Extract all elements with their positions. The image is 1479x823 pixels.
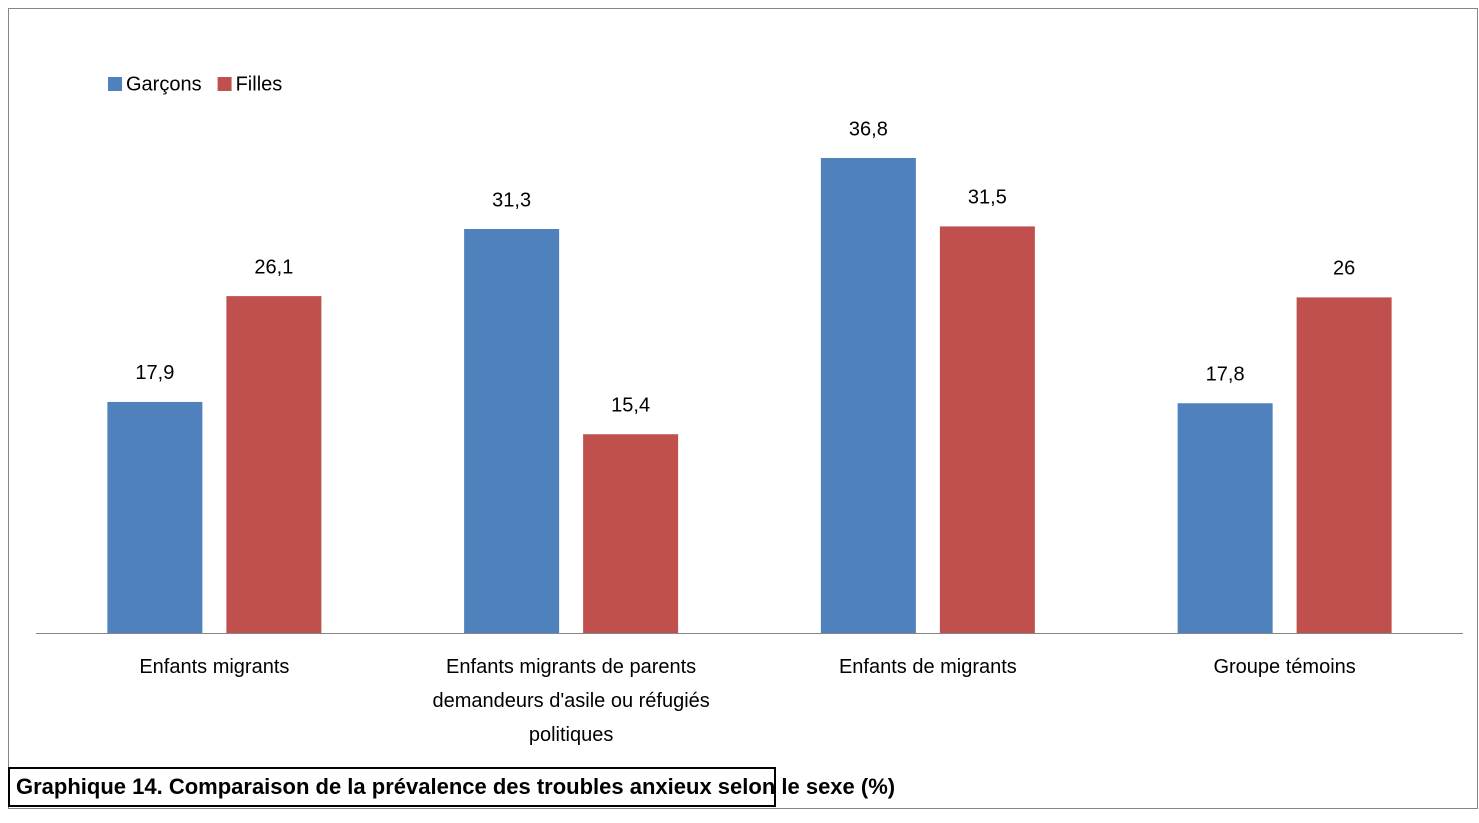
chart-title: Graphique 14. Comparaison de la prévalen…: [16, 774, 895, 799]
x-tick-label: Enfants migrants de parents demandeurs d…: [432, 656, 710, 746]
data-label: 26: [1333, 258, 1355, 280]
data-label: 17,9: [135, 362, 174, 384]
x-tick-label: Enfants migrants: [139, 656, 290, 678]
x-tick-label: Enfants de migrants: [838, 656, 1017, 678]
bar: [226, 296, 322, 633]
x-tick-label-box: Enfants migrants de parents demandeurs d…: [432, 656, 710, 746]
bar: [107, 401, 203, 633]
data-label: 31,3: [492, 189, 531, 211]
data-label: 17,8: [1206, 364, 1245, 386]
bar: [820, 158, 916, 633]
x-tick-label-box: Enfants migrants: [139, 656, 290, 678]
data-label: 26,1: [254, 256, 293, 278]
x-tick-label: Groupe témoins: [1213, 656, 1356, 678]
legend-label: Garçons: [126, 73, 202, 95]
bar: [583, 434, 679, 633]
bar: [1296, 297, 1392, 633]
data-label: 31,5: [968, 187, 1007, 209]
data-label: 36,8: [849, 118, 888, 140]
bar: [939, 226, 1035, 633]
legend-swatch: [217, 77, 232, 91]
x-tick-label-box: Enfants de migrants: [838, 656, 1017, 678]
legend-label: Filles: [236, 73, 283, 95]
bar: [1177, 403, 1273, 633]
data-label: 15,4: [611, 395, 650, 417]
x-tick-label-box: Groupe témoins: [1213, 656, 1356, 678]
legend-swatch: [108, 77, 122, 91]
title-box: [8, 767, 776, 807]
bar: [464, 228, 560, 633]
